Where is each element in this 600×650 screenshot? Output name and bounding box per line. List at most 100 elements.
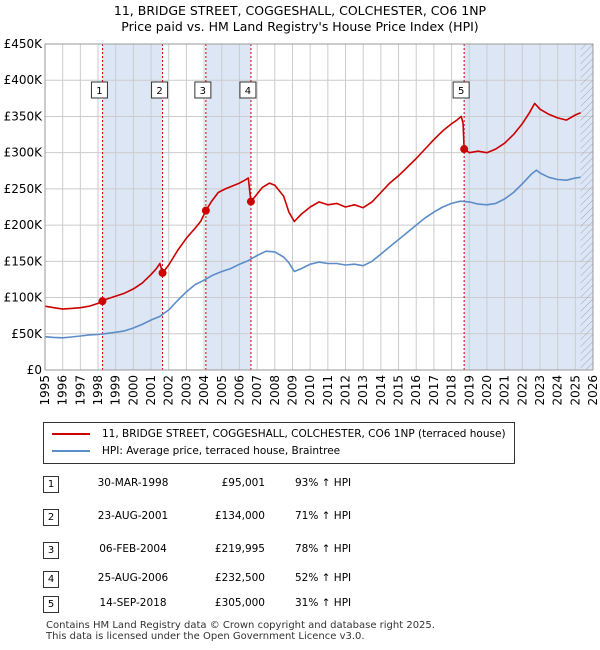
table-row: 5 14-SEP-2018 £305,000 31% ↑ HPI xyxy=(43,594,383,616)
x-tick-label: 2000 xyxy=(126,375,140,406)
x-tick-label: 1997 xyxy=(73,375,87,406)
sale-marker-box xyxy=(151,81,169,99)
chart-title: 11, BRIDGE STREET, COGGESHALL, COLCHESTE… xyxy=(0,3,600,35)
x-tick-label: 2005 xyxy=(215,375,229,406)
x-tick-label: 2010 xyxy=(303,375,317,406)
x-tick-label: 2003 xyxy=(179,375,193,406)
x-tick-label: 2018 xyxy=(445,375,459,406)
legend-swatch-blue xyxy=(52,450,90,452)
x-tick-label: 2011 xyxy=(321,375,335,406)
x-tick-label: 2015 xyxy=(392,375,406,406)
x-tick-label: 2023 xyxy=(533,375,547,406)
hpi-line xyxy=(44,169,581,339)
chart-title-line2: Price paid vs. HM Land Registry's House … xyxy=(121,19,479,34)
sale-hpi-change: 31% ↑ HPI xyxy=(295,597,352,609)
x-tick-label: 2022 xyxy=(515,375,529,406)
x-tick-label: 2007 xyxy=(250,375,264,406)
sale-hpi-change: 78% ↑ HPI xyxy=(295,543,352,555)
y-tick-label: £450K xyxy=(4,37,44,51)
sale-marker-box xyxy=(194,81,212,99)
sale-date: 23-AUG-2001 xyxy=(97,510,169,522)
sale-hpi-change: 71% ↑ HPI xyxy=(295,510,352,522)
footer: Contains HM Land Registry data © Crown c… xyxy=(46,620,435,642)
y-tick-label: £0 xyxy=(27,363,42,377)
table-row: 4 25-AUG-2006 £232,500 52% ↑ HPI xyxy=(43,569,383,591)
x-tick-label: 2004 xyxy=(197,375,211,406)
x-tick-label: 2013 xyxy=(356,375,370,406)
price-chart: 1 2 3 4 5 £0 £50K £100K £150K £200K £250K £300K £35… xyxy=(4,37,600,406)
sale-number: 2 xyxy=(43,509,59,526)
sale-date: 30-MAR-1998 xyxy=(97,477,169,489)
sale-price: £232,500 xyxy=(214,572,265,584)
x-tick-label: 2002 xyxy=(162,375,176,406)
x-tick-label: 2026 xyxy=(586,375,600,406)
sale-point xyxy=(246,197,255,206)
sale-points xyxy=(98,145,469,306)
y-tick-label: £400K xyxy=(4,73,44,87)
legend-item-hpi: HPI: Average price, terraced house, Brai… xyxy=(52,445,340,461)
sale-marker-label: 5 xyxy=(458,86,464,97)
x-tick-label: 2017 xyxy=(427,375,441,406)
table-row: 2 23-AUG-2001 £134,000 71% ↑ HPI xyxy=(43,507,383,529)
x-tick-label: 1998 xyxy=(91,375,105,406)
y-tick-label: £250K xyxy=(4,182,44,196)
y-tick-label: £150K xyxy=(4,254,44,268)
x-tick-label: 2019 xyxy=(462,375,476,406)
axes: £0 £50K £100K £150K £200K £250K £300K £350K £400… xyxy=(4,37,600,406)
y-tick-label: £200K xyxy=(4,218,44,232)
y-tick-label: £300K xyxy=(4,146,44,160)
sale-price: £95,001 xyxy=(221,477,265,489)
sale-marker-label: 4 xyxy=(245,86,251,97)
x-tick-label: 2025 xyxy=(568,375,582,406)
sale-marker-label: 2 xyxy=(156,86,162,97)
future-hatch xyxy=(580,44,593,370)
x-tick-label: 2021 xyxy=(498,375,512,406)
y-tick-label: £50K xyxy=(11,327,43,341)
sale-price: £219,995 xyxy=(214,543,265,555)
sale-date: 25-AUG-2006 xyxy=(97,572,169,584)
sale-date: 06-FEB-2004 xyxy=(99,543,167,555)
property-price-line xyxy=(44,102,581,310)
sale-number: 3 xyxy=(43,542,59,559)
x-tick-label: 2001 xyxy=(144,375,158,406)
x-tick-label: 2014 xyxy=(374,375,388,406)
table-row: 3 06-FEB-2004 £219,995 78% ↑ HPI xyxy=(43,540,383,562)
sale-date: 14-SEP-2018 xyxy=(99,597,167,609)
sale-point xyxy=(98,297,107,306)
sale-marker-label: 1 xyxy=(96,86,102,97)
legend-swatch-red xyxy=(52,433,90,435)
x-tick-label: 1996 xyxy=(56,375,70,406)
x-tick-label: 2006 xyxy=(232,375,246,406)
sale-number: 1 xyxy=(43,476,59,493)
x-tick-label: 2020 xyxy=(480,375,494,406)
x-tick-label: 2016 xyxy=(409,375,423,406)
plot-frame xyxy=(44,43,594,371)
sale-hpi-change: 52% ↑ HPI xyxy=(295,572,352,584)
legend: 11, BRIDGE STREET, COGGESHALL, COLCHESTE… xyxy=(43,422,515,464)
shaded-period xyxy=(464,44,593,370)
sale-marker-box xyxy=(90,81,108,99)
footer-copyright: Contains HM Land Registry data © Crown c… xyxy=(46,620,435,631)
sale-point xyxy=(201,206,210,215)
sale-marker-box xyxy=(239,81,257,99)
chart-title-line1: 11, BRIDGE STREET, COGGESHALL, COLCHESTE… xyxy=(113,3,487,18)
x-tick-label: 1999 xyxy=(109,375,123,406)
sale-number: 5 xyxy=(43,596,59,613)
x-tick-label: 1995 xyxy=(38,375,52,406)
x-tick-label: 2009 xyxy=(285,375,299,406)
x-tick-label: 2012 xyxy=(339,375,353,406)
y-tick-label: £350K xyxy=(4,109,44,123)
table-row: 1 30-MAR-1998 £95,001 93% ↑ HPI xyxy=(43,474,383,496)
sale-hpi-change: 93% ↑ HPI xyxy=(295,477,352,489)
legend-label-property: 11, BRIDGE STREET, COGGESHALL, COLCHESTE… xyxy=(102,428,506,440)
x-tick-label: 2008 xyxy=(268,375,282,406)
x-tick-label: 2024 xyxy=(551,375,565,406)
sale-price: £134,000 xyxy=(214,510,265,522)
sale-point xyxy=(460,145,469,154)
legend-item-property: 11, BRIDGE STREET, COGGESHALL, COLCHESTE… xyxy=(52,428,506,444)
sale-number: 4 xyxy=(43,571,59,588)
sale-marker-label: 3 xyxy=(200,86,206,97)
sale-markers: 1 2 3 4 5 xyxy=(90,81,470,99)
y-tick-label: £100K xyxy=(4,291,44,305)
future-hatch-area xyxy=(580,44,593,370)
